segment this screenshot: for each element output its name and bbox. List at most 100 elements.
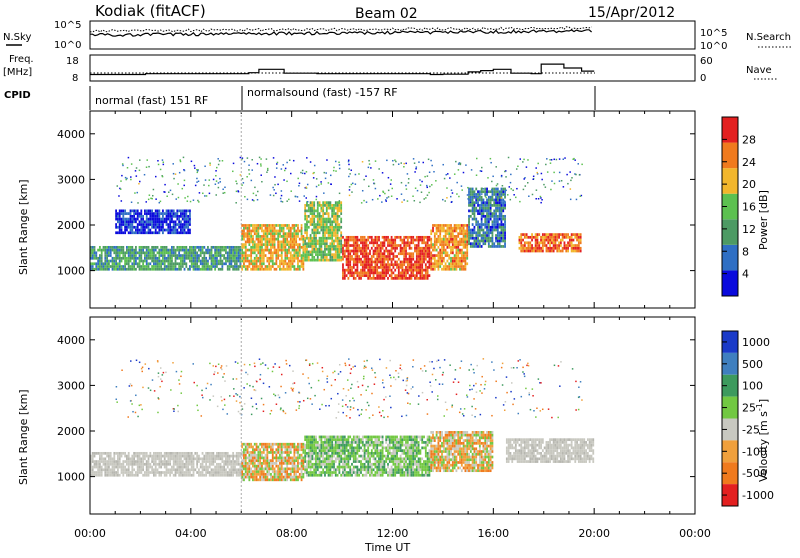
power-cell: [353, 239, 355, 242]
power-cell: [124, 212, 126, 215]
power-scatter: [507, 194, 509, 196]
colorbar-tick-label: 8: [742, 245, 749, 258]
power-cell: [283, 249, 285, 252]
power-cell: [281, 251, 283, 254]
power-cell: [499, 226, 501, 229]
power-cell: [423, 277, 425, 280]
power-cell: [112, 268, 114, 271]
velocity-cell: [272, 459, 274, 462]
velocity-cell: [122, 463, 124, 466]
power-cell: [216, 254, 218, 257]
power-cell: [268, 230, 270, 233]
power-cell: [520, 241, 522, 244]
power-scatter: [320, 181, 322, 183]
power-cell: [544, 239, 546, 242]
velocity-cell: [101, 455, 103, 458]
power-cell: [124, 231, 126, 234]
velocity-cell: [162, 455, 164, 458]
power-cell: [355, 269, 357, 272]
power-cell: [182, 215, 184, 218]
velocity-cell: [290, 470, 292, 473]
power-cell: [398, 263, 400, 266]
power-cell: [483, 201, 485, 204]
power-cell: [122, 265, 124, 268]
power-cell: [429, 239, 431, 242]
power-cell: [335, 229, 337, 232]
power-scatter: [368, 160, 370, 162]
power-cell: [322, 201, 324, 204]
velocity-cell: [263, 470, 265, 473]
power-cell: [126, 226, 128, 229]
power-cell: [524, 236, 526, 239]
power-cell: [256, 246, 258, 249]
power-cell: [463, 230, 465, 233]
power-cell: [119, 262, 121, 265]
velocity-cell: [243, 459, 245, 462]
power-cell: [429, 252, 431, 255]
power-cell: [128, 246, 130, 249]
velocity-cell: [135, 452, 137, 455]
velocity-cell: [173, 455, 175, 458]
power-cell: [472, 204, 474, 207]
power-cell: [338, 259, 340, 262]
power-cell: [380, 252, 382, 255]
velocity-cell: [184, 471, 186, 474]
power-cell: [439, 262, 441, 265]
power-cell: [247, 257, 249, 260]
power-cell: [207, 260, 209, 263]
power-cell: [391, 247, 393, 250]
power-cell: [180, 260, 182, 263]
power-cell: [99, 246, 101, 249]
velocity-cell: [209, 455, 211, 458]
power-scatter: [547, 171, 549, 173]
power-cell: [434, 265, 436, 268]
power-cell: [374, 272, 376, 275]
velocity-cell: [142, 468, 144, 471]
velocity-cell: [203, 468, 205, 471]
power-scatter: [499, 196, 501, 198]
power-cell: [151, 254, 153, 257]
power-cell: [387, 277, 389, 280]
power-cell: [551, 233, 553, 236]
power-cell: [189, 265, 191, 268]
velocity-cell: [164, 466, 166, 469]
power-cell: [429, 274, 431, 277]
velocity-cell: [290, 473, 292, 476]
power-cell: [252, 230, 254, 233]
power-cell: [146, 223, 148, 226]
power-cell: [117, 257, 119, 260]
velocity-cell: [261, 478, 263, 481]
power-cell: [178, 257, 180, 260]
power-cell: [293, 260, 295, 263]
power-scatter: [398, 163, 400, 165]
velocity-cell: [256, 476, 258, 479]
velocity-cell: [133, 457, 135, 460]
velocity-cell: [299, 448, 301, 451]
velocity-cell: [133, 463, 135, 466]
power-cell: [409, 244, 411, 247]
power-cell: [104, 260, 106, 263]
velocity-cell: [202, 460, 204, 463]
velocity-cell: [250, 467, 252, 470]
power-cell: [324, 240, 326, 243]
velocity-cell: [185, 474, 187, 477]
power-cell: [524, 250, 526, 253]
velocity-cell: [225, 460, 227, 463]
power-cell: [355, 261, 357, 264]
power-cell: [117, 249, 119, 252]
velocity-cell: [274, 470, 276, 473]
power-cell: [484, 220, 486, 223]
power-cell: [396, 247, 398, 250]
power-cell: [475, 193, 477, 196]
velocity-cell: [243, 457, 245, 460]
velocity-cell: [178, 452, 180, 455]
power-cell: [331, 204, 333, 207]
power-cell: [547, 236, 549, 239]
power-cell: [317, 215, 319, 218]
power-cell: [438, 265, 440, 268]
power-cell: [475, 234, 477, 237]
power-cell: [286, 251, 288, 254]
power-cell: [144, 212, 146, 215]
power-cell: [337, 240, 339, 243]
power-cell: [313, 231, 315, 234]
